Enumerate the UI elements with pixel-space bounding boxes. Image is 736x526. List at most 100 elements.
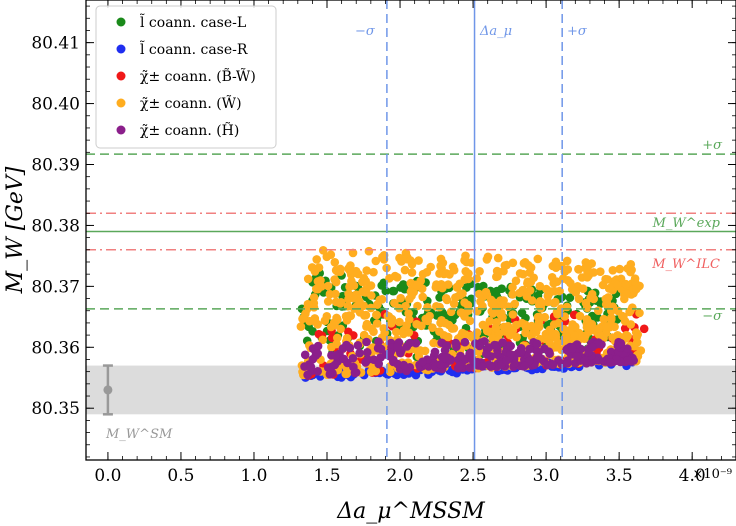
scatter-point xyxy=(545,349,554,359)
x-tick-label: 4.0 xyxy=(679,466,706,486)
scatter-point xyxy=(601,294,611,304)
scatter-point xyxy=(552,307,562,317)
scatter-point xyxy=(407,268,417,277)
scatter-point xyxy=(418,292,428,302)
legend-marker-wino xyxy=(116,98,126,108)
scatter-point xyxy=(571,287,580,296)
scatter-point xyxy=(456,351,465,361)
scatter-point xyxy=(396,293,406,303)
scatter-point xyxy=(298,314,307,324)
scatter-point xyxy=(364,246,374,256)
scatter-point xyxy=(451,338,461,348)
scatter-point xyxy=(589,294,598,304)
scatter-point xyxy=(353,341,363,350)
scatter-point xyxy=(444,320,454,330)
scatter-point xyxy=(532,352,542,362)
scatter-point xyxy=(423,303,432,312)
scatter-point xyxy=(325,370,335,379)
scatter-point xyxy=(532,339,542,349)
scatter-point xyxy=(482,326,492,336)
scatter-point xyxy=(598,280,608,290)
x-tick-label: 1.5 xyxy=(313,466,340,486)
scatter-point xyxy=(326,250,336,259)
scatter-point xyxy=(534,318,544,327)
sm-label: M_W^SM xyxy=(105,427,173,442)
scatter-point xyxy=(341,312,351,321)
scatter-point xyxy=(632,284,641,294)
scatter-point xyxy=(606,358,615,367)
plot-frame xyxy=(85,0,736,461)
scatter-point xyxy=(584,348,593,357)
scatter-point xyxy=(551,257,561,267)
scatter-point xyxy=(429,338,438,348)
scatter-point xyxy=(412,281,422,290)
scatter-point xyxy=(529,273,538,283)
vline-label-delta-amu: Δa_μ xyxy=(479,24,512,39)
scatter-point xyxy=(318,246,328,255)
scatter-point xyxy=(336,324,345,334)
x-tick-label: 3.0 xyxy=(533,466,560,486)
legend-marker-case-l xyxy=(116,17,126,27)
scatter-point xyxy=(558,274,568,283)
scatter-point xyxy=(393,342,402,352)
scatter-point xyxy=(413,301,422,311)
scatter-point xyxy=(437,316,446,325)
scatter-point xyxy=(348,248,358,258)
y-tick-label: 80.40 xyxy=(31,95,80,115)
scatter-point xyxy=(376,344,386,354)
scatter-point xyxy=(520,320,530,330)
scatter-point xyxy=(506,341,515,351)
scatter-point xyxy=(355,348,364,358)
scatter-point xyxy=(458,308,467,318)
scatter-point xyxy=(330,258,340,267)
scatter-point xyxy=(594,324,604,333)
scatter-point xyxy=(512,332,521,342)
scatter-point xyxy=(622,289,631,299)
y-tick-label: 80.39 xyxy=(31,156,80,176)
scatter-point xyxy=(432,280,441,289)
scatter-point xyxy=(436,254,446,264)
scatter-point xyxy=(361,276,371,286)
hline-label-mw-exp: M_W^exp xyxy=(652,216,721,231)
scatter-point xyxy=(482,349,491,359)
x-tick-label: 0.5 xyxy=(167,466,194,486)
scatter-point xyxy=(613,306,623,316)
scatter-point xyxy=(440,353,449,363)
scatter-point xyxy=(449,299,459,309)
scatter-point xyxy=(464,274,473,284)
series-4 xyxy=(300,337,638,380)
scatter-point xyxy=(397,257,406,266)
scatter-point xyxy=(378,252,387,262)
scatter-point xyxy=(554,318,563,328)
scatter-point xyxy=(623,344,632,354)
scatter-point xyxy=(606,347,616,357)
scatter-point xyxy=(303,274,313,284)
vline-label-plus-sigma: +σ xyxy=(567,24,588,39)
scatter-point xyxy=(626,260,636,269)
scatter-point xyxy=(405,338,415,348)
scatter-point xyxy=(313,349,323,358)
vline-label-minus-sigma: −σ xyxy=(355,24,376,39)
scatter-point xyxy=(377,281,387,290)
scatter-point xyxy=(305,316,314,326)
y-tick-label: 80.38 xyxy=(31,216,80,236)
scatter-point xyxy=(374,337,383,347)
scatter-point xyxy=(608,266,618,275)
scatter-point xyxy=(361,358,370,367)
scatter-point xyxy=(306,362,316,372)
scatter-point xyxy=(596,267,605,277)
scatter-point xyxy=(475,341,484,351)
scatter-point xyxy=(639,324,649,334)
scatter-point xyxy=(487,299,497,309)
scatter-point xyxy=(345,343,355,353)
x-axis-offset-label: ×10⁻⁹ xyxy=(692,467,732,482)
scatter-point xyxy=(520,361,529,371)
scatter-point xyxy=(339,354,349,364)
scatter-point xyxy=(626,320,636,329)
scatter-point xyxy=(488,309,498,318)
scatter-point xyxy=(606,283,616,292)
scatter-point xyxy=(608,333,617,342)
scatter-point xyxy=(312,284,321,294)
scatter-point xyxy=(502,356,511,365)
scatter-point xyxy=(531,327,541,337)
